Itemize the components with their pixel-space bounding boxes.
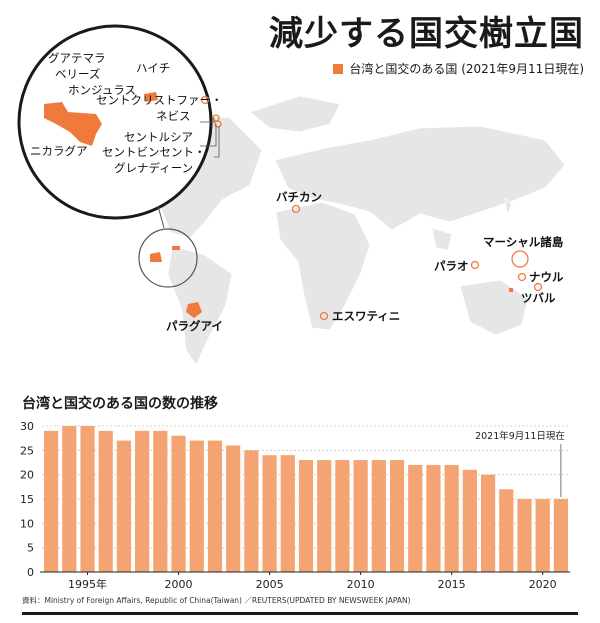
location-markers xyxy=(200,95,543,321)
bar xyxy=(499,489,514,572)
haiti-label: ハイチ xyxy=(136,61,170,75)
bar xyxy=(462,469,477,572)
bar xyxy=(244,450,259,572)
tuvalu-mark xyxy=(509,288,513,292)
x-tick-label: 2000 xyxy=(165,578,193,591)
landmass xyxy=(459,279,529,336)
nauru-marker xyxy=(517,272,527,282)
landmass xyxy=(431,227,453,251)
bar xyxy=(62,426,77,572)
leader-line xyxy=(200,124,217,147)
y-tick-label: 20 xyxy=(20,469,34,482)
bar xyxy=(171,435,186,572)
paraguay-label: パラグアイ xyxy=(166,319,223,333)
y-tick-label: 0 xyxy=(27,566,34,579)
bar xyxy=(371,460,386,572)
y-tick-label: 25 xyxy=(20,444,34,457)
legend-swatch xyxy=(333,63,344,74)
bar xyxy=(389,460,405,572)
bar xyxy=(80,426,95,572)
x-tick-label: 2005 xyxy=(256,578,284,591)
bar xyxy=(280,455,295,572)
st-kitts-marker xyxy=(200,95,210,105)
bar xyxy=(535,499,550,572)
st-lucia-label: セントルシア xyxy=(124,130,193,144)
bar xyxy=(189,440,204,572)
bar xyxy=(480,474,496,572)
marshall-islands-label: マーシャル諸島 xyxy=(483,235,564,249)
bar xyxy=(98,430,113,572)
bar xyxy=(517,499,532,572)
bar xyxy=(298,460,314,572)
legend: 台湾と国交のある国 (2021年9月11日現在) xyxy=(333,60,584,77)
belize-label: ベリーズ xyxy=(55,67,100,81)
bar xyxy=(207,440,223,572)
chart-title: 台湾と国交のある国の数の推移 xyxy=(22,396,218,412)
x-tick-label: 2010 xyxy=(347,578,375,591)
eswatini-marker xyxy=(319,311,329,321)
x-tick-label: 2015 xyxy=(438,578,466,591)
leader-line xyxy=(200,118,215,123)
bar xyxy=(353,460,368,572)
y-tick-label: 15 xyxy=(20,493,34,506)
bar xyxy=(317,460,332,572)
inset-connector xyxy=(157,205,165,229)
highlighted-countries xyxy=(44,92,513,318)
bar xyxy=(153,430,168,572)
bar xyxy=(335,460,350,572)
honduras-label: ホンジュラス xyxy=(68,83,136,97)
page-title: 減少する国交樹立国 xyxy=(269,14,584,54)
landmass xyxy=(274,125,566,231)
landmass xyxy=(249,95,341,133)
st-vincent-label-1: セントビンセント・ xyxy=(102,145,206,159)
bar xyxy=(426,464,441,572)
bottom-rule xyxy=(22,612,578,615)
st-vincent-marker xyxy=(214,120,222,128)
x-tick-label: 2020 xyxy=(529,578,557,591)
tuvalu-marker xyxy=(533,282,543,292)
bar xyxy=(262,455,277,572)
x-tick-label: 1995年 xyxy=(68,577,107,591)
bar xyxy=(226,445,241,572)
haiti-shape xyxy=(144,92,158,102)
guatemala-label: グアテマラ xyxy=(48,51,106,65)
bar-chart: 0 5 10 15 20 25 30 1995年 2000 2005 2010 2015 2020 202… xyxy=(20,420,570,591)
annotation-label: 2021年9月11日現在 xyxy=(475,430,565,442)
landmass xyxy=(275,201,371,331)
vatican-marker xyxy=(291,204,301,214)
bar xyxy=(44,430,59,572)
nicaragua-label: ニカラグア xyxy=(30,144,88,158)
bar xyxy=(444,464,459,572)
bar xyxy=(408,464,423,572)
st-kitts-label-2: ネビス xyxy=(156,109,191,123)
nauru-label: ナウル xyxy=(529,270,564,284)
legend-label: 台湾と国交のある国 (2021年9月11日現在) xyxy=(349,62,584,76)
leader-lines xyxy=(200,118,220,158)
y-tick-label: 5 xyxy=(27,542,34,555)
inset-locator-circle xyxy=(138,228,198,288)
y-tick-label: 30 xyxy=(20,420,34,433)
mini-haiti xyxy=(172,246,180,250)
world-map: バチカン マーシャル諸島 パラオ ナウル ツバル パラグアイ エスワティニ グア… xyxy=(17,24,566,366)
st-kitts-label-1: セントクリストファー・ xyxy=(96,93,223,107)
palau-label: パラオ xyxy=(434,259,469,273)
bar xyxy=(553,499,568,572)
eswatini-label: エスワティニ xyxy=(332,309,400,323)
bar xyxy=(116,440,132,572)
leader-line xyxy=(214,126,220,158)
landmass xyxy=(504,196,513,216)
paraguay-shape xyxy=(186,302,202,318)
y-tick-label: 10 xyxy=(20,517,34,530)
central-america-shape xyxy=(44,102,102,146)
bar xyxy=(135,430,150,572)
vatican-label: バチカン xyxy=(276,190,322,204)
st-vincent-label-2: グレナディーン xyxy=(114,161,193,175)
mini-central-america xyxy=(150,252,162,262)
palau-marker xyxy=(470,260,480,270)
source-note: 資料：Ministry of Foreign Affairs, Republic… xyxy=(22,596,411,605)
tuvalu-label: ツバル xyxy=(521,291,556,305)
landmass xyxy=(167,245,233,366)
marshall-islands-marker xyxy=(511,250,529,268)
